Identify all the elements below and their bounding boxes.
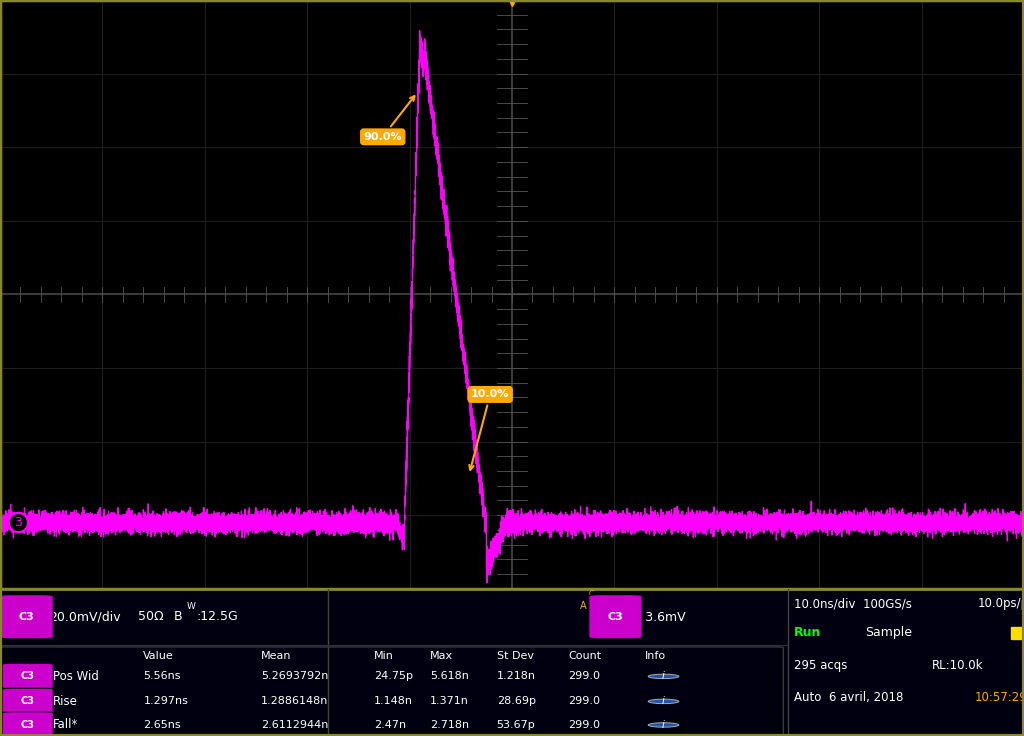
Text: 3: 3 (14, 516, 23, 529)
Text: 10.0%: 10.0% (469, 389, 509, 470)
Text: C3: C3 (20, 671, 35, 681)
FancyBboxPatch shape (2, 663, 53, 689)
Text: Rise: Rise (53, 695, 78, 708)
Text: i: i (663, 671, 665, 682)
Text: W: W (186, 602, 196, 611)
Text: B: B (174, 610, 182, 623)
Circle shape (648, 723, 679, 727)
Text: Auto  6 avril, 2018: Auto 6 avril, 2018 (794, 691, 903, 704)
Text: i: i (663, 696, 665, 707)
Text: Info: Info (645, 651, 667, 661)
Text: i: i (663, 720, 665, 730)
Circle shape (648, 674, 679, 679)
Text: C3: C3 (18, 612, 35, 622)
Text: Mean: Mean (261, 651, 292, 661)
Text: Run: Run (794, 626, 821, 640)
Text: 10.0ps/pt: 10.0ps/pt (978, 597, 1024, 610)
Text: C3: C3 (607, 612, 624, 622)
Text: 2.47n: 2.47n (374, 720, 406, 730)
Text: 1.297ns: 1.297ns (143, 696, 188, 707)
Text: 20.0mV/div: 20.0mV/div (49, 610, 121, 623)
Circle shape (648, 699, 679, 704)
FancyBboxPatch shape (589, 595, 642, 639)
Text: 50Ω: 50Ω (138, 610, 164, 623)
Text: 299.0: 299.0 (568, 671, 600, 682)
Text: 2.718n: 2.718n (430, 720, 469, 730)
Text: RL:10.0k: RL:10.0k (932, 659, 983, 672)
Text: Fall*: Fall* (53, 718, 79, 732)
Text: :12.5G: :12.5G (197, 610, 239, 623)
Text: 53.67p: 53.67p (497, 720, 536, 730)
Text: 10.0ns/div  100GS/s: 10.0ns/div 100GS/s (794, 597, 911, 610)
Text: / 3.6mV: / 3.6mV (637, 610, 685, 623)
Text: Max: Max (430, 651, 454, 661)
Text: St Dev: St Dev (497, 651, 534, 661)
Text: C: C (588, 590, 594, 599)
Text: Min: Min (374, 651, 393, 661)
Text: Value: Value (143, 651, 174, 661)
Text: Count: Count (568, 651, 601, 661)
Text: 1.2886148n: 1.2886148n (261, 696, 329, 707)
Text: C3: C3 (20, 720, 35, 729)
Text: A: A (581, 601, 587, 612)
Text: 5.56ns: 5.56ns (143, 671, 181, 682)
Text: 5.2693792n: 5.2693792n (261, 671, 329, 682)
Text: 299.0: 299.0 (568, 720, 600, 730)
Text: 2.6112944n: 2.6112944n (261, 720, 329, 730)
Text: 295 acqs: 295 acqs (794, 659, 847, 672)
Text: 299.0: 299.0 (568, 696, 600, 707)
FancyBboxPatch shape (0, 595, 53, 639)
Text: 28.69p: 28.69p (497, 696, 536, 707)
Text: 24.75p: 24.75p (374, 671, 413, 682)
Text: 1.371n: 1.371n (430, 696, 469, 707)
Text: 1.218n: 1.218n (497, 671, 536, 682)
Text: Pos Wid: Pos Wid (53, 670, 99, 683)
Text: 2.65ns: 2.65ns (143, 720, 181, 730)
Text: 10:57:29: 10:57:29 (975, 691, 1024, 704)
Text: 1.148n: 1.148n (374, 696, 413, 707)
Text: Sample: Sample (865, 626, 912, 640)
Text: C3: C3 (20, 696, 35, 706)
FancyBboxPatch shape (2, 712, 53, 736)
Text: 90.0%: 90.0% (364, 96, 415, 142)
Text: 5.618n: 5.618n (430, 671, 469, 682)
FancyBboxPatch shape (2, 688, 53, 714)
